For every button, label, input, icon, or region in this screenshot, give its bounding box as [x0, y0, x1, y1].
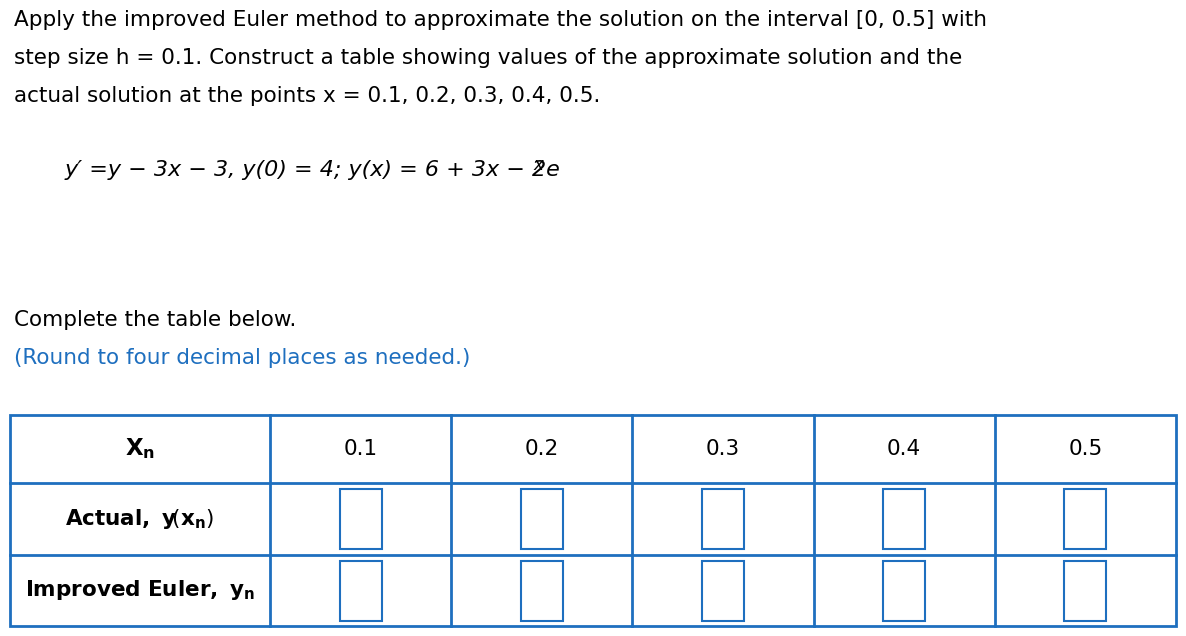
Text: actual solution at the points x = 0.1, 0.2, 0.3, 0.4, 0.5.: actual solution at the points x = 0.1, 0…	[14, 86, 600, 106]
Text: 0.4: 0.4	[887, 439, 922, 459]
Text: y′ =y − 3x − 3, y(0) = 4; y(x) = 6 + 3x − 2e: y′ =y − 3x − 3, y(0) = 4; y(x) = 6 + 3x …	[65, 160, 561, 180]
Text: $\mathbf{X_n}$: $\mathbf{X_n}$	[125, 436, 155, 462]
Bar	[1064, 560, 1107, 621]
Bar	[9, 415, 1177, 626]
Text: Complete the table below.: Complete the table below.	[14, 310, 296, 330]
Bar	[339, 489, 382, 549]
Bar	[884, 489, 925, 549]
Text: $\mathbf{Improved\ Euler,\ y_n}$: $\mathbf{Improved\ Euler,\ y_n}$	[25, 579, 255, 602]
Text: $\mathbf{Actual,\ y\!\left(x_n\right)}$: $\mathbf{Actual,\ y\!\left(x_n\right)}$	[65, 507, 215, 531]
Text: 0.1: 0.1	[344, 439, 377, 459]
Bar	[521, 489, 563, 549]
Text: x: x	[533, 156, 543, 174]
Text: Apply the improved Euler method to approximate the solution on the interval [0, : Apply the improved Euler method to appro…	[14, 10, 987, 30]
Bar	[339, 560, 382, 621]
Text: 0.5: 0.5	[1069, 439, 1103, 459]
Text: (Round to four decimal places as needed.): (Round to four decimal places as needed.…	[14, 348, 471, 368]
Bar	[702, 489, 744, 549]
Bar	[702, 560, 744, 621]
Text: 0.2: 0.2	[524, 439, 559, 459]
Text: step size h = 0.1. Construct a table showing values of the approximate solution : step size h = 0.1. Construct a table sho…	[14, 48, 962, 68]
Bar	[521, 560, 563, 621]
Text: 0.3: 0.3	[706, 439, 740, 459]
Bar	[1064, 489, 1107, 549]
Bar	[884, 560, 925, 621]
